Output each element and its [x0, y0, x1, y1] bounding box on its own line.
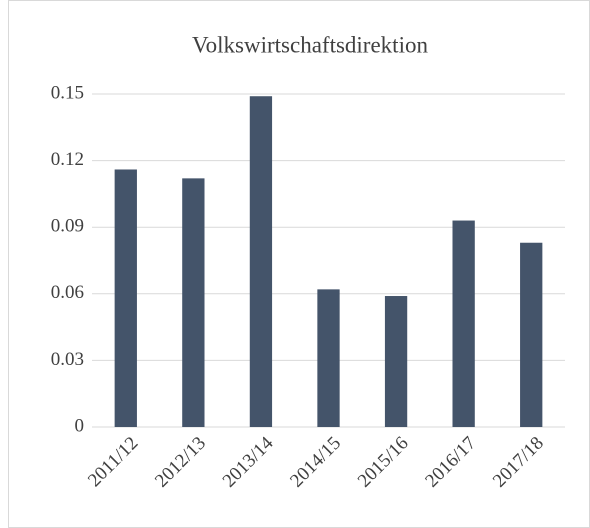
- x-tick-label: 2011/12: [84, 433, 142, 491]
- bar: [114, 169, 137, 428]
- bar: [520, 242, 543, 427]
- chart-frame: [8, 0, 590, 528]
- bar: [452, 220, 475, 427]
- y-tick-label: 0: [75, 415, 85, 436]
- y-tick-label: 0.09: [51, 216, 84, 237]
- x-tick-label: 2013/14: [219, 432, 278, 491]
- x-tick-label: 2014/15: [286, 433, 345, 492]
- bar: [317, 289, 340, 427]
- y-tick-label: 0.12: [51, 149, 84, 170]
- x-tick-label: 2017/18: [489, 433, 548, 492]
- chart-title: Volkswirtschaftsdirektion: [192, 32, 428, 57]
- x-tick-label: 2016/17: [421, 433, 480, 492]
- x-tick-label: 2015/16: [354, 433, 413, 492]
- bar: [249, 96, 273, 427]
- y-tick-label: 0.03: [51, 349, 84, 370]
- bar: [384, 296, 408, 427]
- y-tick-label: 0.06: [51, 282, 84, 303]
- y-tick-label: 0.15: [51, 82, 84, 103]
- bar: [182, 178, 205, 427]
- x-tick-label: 2012/13: [151, 433, 210, 492]
